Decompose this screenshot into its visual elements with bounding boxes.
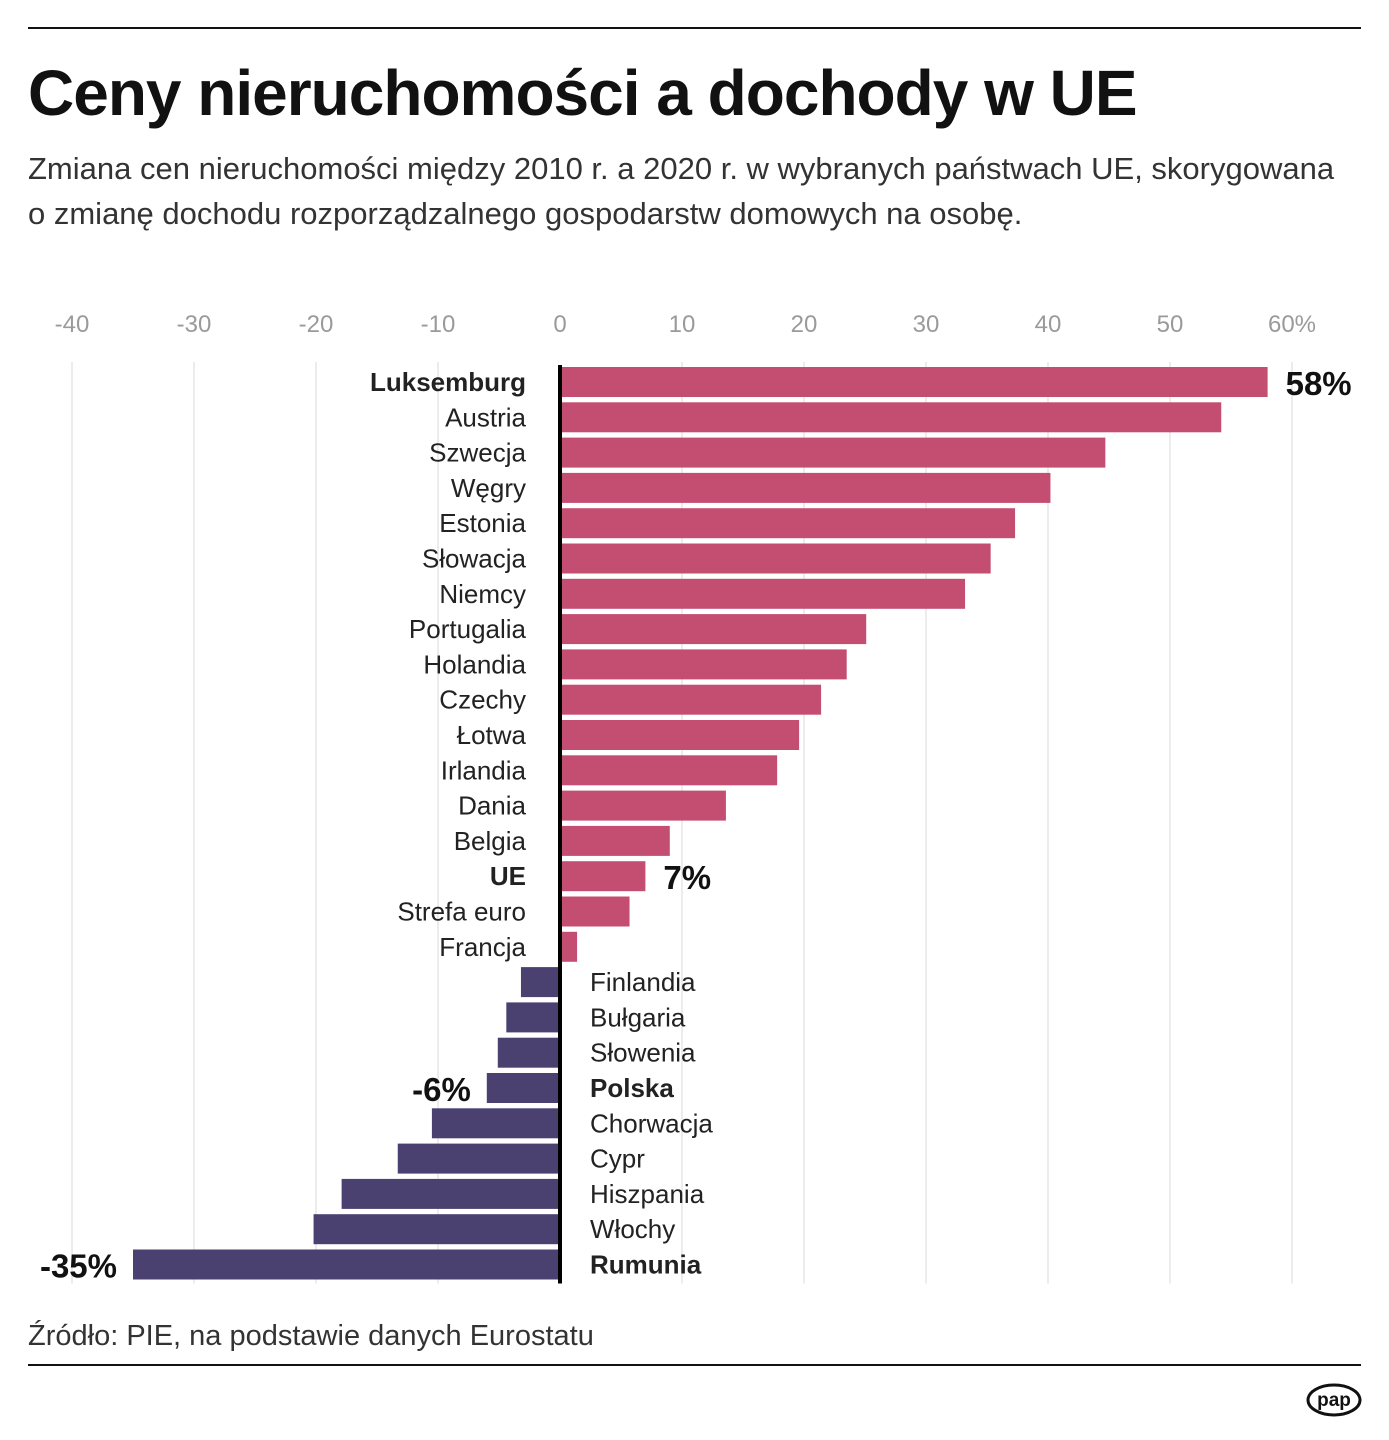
category-label-chorwacja: Chorwacja [590,1108,713,1138]
category-label-ue: UE [490,861,526,891]
bar-holandia [560,649,847,680]
category-label-lotwa: Łotwa [457,720,527,750]
value-label-luksemburg: 58% [1286,365,1352,402]
bar-bulgaria [506,1002,560,1033]
bar-lotwa [560,720,800,750]
x-tick-label: 0 [553,311,566,338]
bar-ue [560,861,646,892]
category-label-wegry: Węgry [451,473,526,503]
bar-chart: -40 -30 -20 -10 0 10 20 30 40 50 60% Luksemburg Aus… [40,311,1352,1285]
category-label-hiszpania: Hiszpania [590,1179,705,1209]
category-labels: Luksemburg Austria Szwecja Węgry Estonia Słow… [370,367,713,1280]
bar-strefa-euro [560,896,630,927]
bar-estonia [560,508,1016,539]
bar-rumunia [133,1249,560,1280]
x-tick-label: -20 [299,311,334,338]
category-label-strefa-euro: Strefa euro [397,897,526,927]
category-label-slowenia: Słowenia [590,1038,696,1068]
value-label-rumunia: -35% [40,1248,117,1285]
pap-logo-text: pap [1317,1390,1351,1411]
bar-francja [560,931,578,962]
category-label-estonia: Estonia [439,508,526,538]
top-rule [28,27,1361,29]
bar-slowacja [560,543,991,574]
category-label-polska: Polska [590,1073,674,1103]
bar-dania [560,790,726,821]
bar-luksemburg [560,367,1268,397]
bar-finlandia [520,967,560,998]
x-tick-label: 50 [1157,311,1184,338]
category-label-finlandia: Finlandia [590,967,696,997]
category-label-szwecja: Szwecja [429,438,526,468]
x-tick-label: 60% [1268,311,1316,338]
x-tick-label: 10 [669,311,696,338]
x-axis-ticks: -40 -30 -20 -10 0 10 20 30 40 50 60% [55,311,1316,338]
category-label-portugalia: Portugalia [409,614,527,644]
bar-irlandia [560,755,778,786]
x-tick-label: -30 [177,311,212,338]
bar-niemcy [560,578,966,609]
value-labels: 58% 7% -6% -35% [40,365,1352,1285]
x-tick-label: -40 [55,311,90,338]
category-label-slowacja: Słowacja [422,544,527,574]
category-label-bulgaria: Bułgaria [590,1002,686,1032]
category-label-wlochy: Włochy [590,1214,675,1244]
bar-chorwacja [431,1108,560,1139]
bar-austria [560,402,1222,433]
category-label-czechy: Czechy [439,685,526,715]
chart-title: Ceny nieruchomości a dochody w UE [28,57,1138,129]
bar-wegry [560,472,1051,503]
bar-czechy [560,684,822,715]
category-label-niemcy: Niemcy [439,579,526,609]
value-label-polska: -6% [412,1071,471,1108]
chart-subtitle: Zmiana cen nieruchomości między 2010 r. … [28,151,1335,231]
value-label-ue: 7% [663,859,711,896]
x-tick-label: 40 [1035,311,1062,338]
category-label-dania: Dania [458,791,526,821]
bar-cypr [397,1143,560,1174]
category-label-cypr: Cypr [590,1144,645,1174]
x-tick-label: 30 [913,311,940,338]
category-label-irlandia: Irlandia [441,755,527,785]
bar-portugalia [560,614,867,645]
x-tick-label: -10 [421,311,456,338]
category-label-rumunia: Rumunia [590,1250,702,1280]
category-label-holandia: Holandia [423,649,526,679]
bar-szwecja [560,437,1106,468]
x-tick-label: 20 [791,311,818,338]
category-label-francja: Francja [439,932,526,962]
category-label-belgia: Belgia [454,826,527,856]
category-label-austria: Austria [445,402,526,432]
bar-belgia [560,825,670,856]
category-label-luksemburg: Luksemburg [370,367,526,397]
source-note: Źródło: PIE, na podstawie danych Eurosta… [28,1320,594,1352]
bar-hiszpania [341,1178,560,1209]
bars [133,367,1268,1280]
bottom-rule [28,1364,1361,1366]
bar-slowenia [497,1037,560,1068]
bar-polska [486,1073,560,1103]
bar-wlochy [313,1214,560,1245]
pap-logo: pap [1306,1383,1362,1417]
